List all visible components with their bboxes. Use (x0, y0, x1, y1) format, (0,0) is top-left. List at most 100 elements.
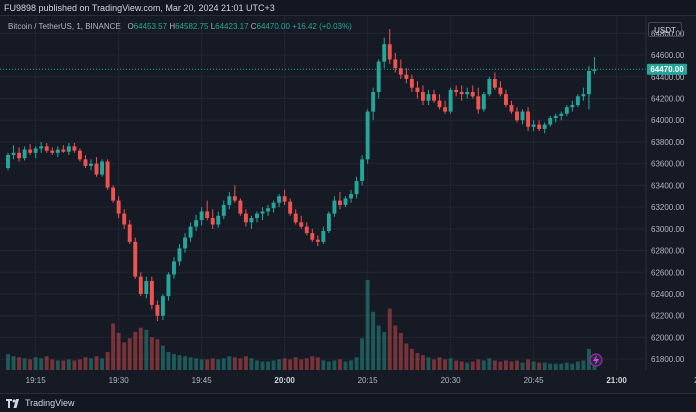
close-value: 64470.00 (256, 22, 290, 31)
volume-bar (542, 362, 547, 370)
close-label: C (250, 22, 257, 31)
candle-body (465, 92, 470, 95)
volume-bar (188, 357, 193, 370)
y-tick-label: 62200.00 (651, 312, 685, 321)
candle-body (39, 146, 44, 149)
y-tick-label: 64800.00 (651, 29, 685, 38)
candle-body (282, 196, 287, 202)
volume-bar (199, 359, 204, 370)
y-tick-label: 64600.00 (651, 51, 685, 60)
volume-bar (420, 355, 425, 370)
volume-bar (326, 361, 331, 370)
candle-body (420, 92, 425, 101)
candle-body (199, 211, 204, 221)
y-tick-label: 63000.00 (651, 225, 685, 234)
volume-bar (194, 358, 199, 370)
candle-body (105, 161, 110, 188)
volume-bar (581, 360, 586, 370)
candle-body (243, 213, 248, 223)
candle-body (172, 261, 176, 275)
candle-body (332, 200, 337, 214)
candle-body (94, 163, 99, 175)
candle-body (266, 208, 270, 212)
price-chart[interactable]: 64800.00 64600.00 64400.00 64200.00 64000.00… (0, 0, 696, 393)
candle-body (271, 202, 276, 209)
volume-bar (144, 329, 149, 370)
volume-bar (360, 338, 365, 370)
volume-bar (404, 343, 409, 370)
currency-button[interactable]: USDT (648, 22, 682, 37)
candle-body (55, 149, 60, 153)
volume-bar (509, 361, 514, 370)
volume-bar (160, 345, 165, 370)
candle-body (232, 196, 237, 201)
volume-bar (83, 357, 88, 370)
volume-bar (249, 358, 254, 370)
volume-bar (22, 358, 27, 370)
candle-body (360, 159, 365, 182)
volume-bar (393, 325, 398, 370)
candle-body (177, 248, 182, 262)
volume-bar (116, 332, 121, 370)
last-price-tag: 64470.00 (647, 63, 687, 75)
candle-body (44, 146, 49, 151)
volume-bar (100, 358, 105, 370)
candle-body (570, 105, 575, 108)
footer-brand: TradingView (25, 398, 75, 408)
candle-body (443, 107, 448, 112)
volume-bar (72, 360, 77, 370)
tradingview-logo-icon (6, 399, 19, 409)
x-tick-label: 19:15 (26, 376, 47, 385)
volume-bars (6, 280, 597, 370)
volume-bar (28, 359, 33, 370)
candle-body (50, 150, 55, 153)
candle-body (503, 94, 508, 106)
volume-bar (553, 363, 558, 370)
candle-body (382, 44, 387, 62)
volume-bar (55, 360, 60, 370)
alert-bolt-icon[interactable] (589, 353, 603, 367)
x-tick-label: 20:30 (441, 376, 462, 385)
candle-body (144, 280, 149, 294)
volume-bar (465, 362, 470, 370)
volume-bar (111, 323, 116, 370)
y-tick-label: 62400.00 (651, 290, 685, 299)
candle-body (6, 154, 10, 169)
volume-bar (127, 338, 132, 370)
volume-bar (77, 359, 82, 370)
volume-bar (537, 362, 542, 370)
candle-body (338, 200, 342, 205)
volume-bar (39, 358, 44, 370)
candle-body (548, 118, 553, 125)
footer-bar: TradingView (0, 393, 696, 411)
x-tick-label: 20:00 (274, 376, 295, 385)
x-tick-label: 21:00 (606, 376, 627, 385)
candle-body (393, 59, 398, 69)
candle-body (586, 70, 591, 95)
volume-bar (559, 363, 564, 370)
volume-bar (315, 357, 320, 370)
candle-body (349, 194, 353, 199)
candle-body (531, 124, 536, 127)
volume-bar (105, 352, 110, 370)
volume-bar (548, 363, 553, 370)
volume-bar (332, 360, 337, 370)
candle-body (470, 92, 475, 97)
price-axis[interactable]: 64800.00 64600.00 64400.00 64200.00 64000.00… (651, 29, 685, 364)
candle-body (448, 89, 453, 112)
volume-bar (487, 358, 492, 370)
candle-body (133, 241, 138, 277)
volume-bar (11, 356, 16, 370)
candle-body (255, 213, 259, 218)
candle-body (409, 78, 414, 88)
time-axis[interactable]: 19:15 19:30 19:45 20:00 20:15 20:30 20:45 21:00… (26, 376, 696, 385)
candle-body (542, 124, 547, 129)
candle-body (398, 68, 403, 75)
symbol-name: Bitcoin / TetherUS, 1, BINANCE (8, 22, 121, 31)
volume-bar (437, 357, 442, 370)
candle-body (277, 196, 282, 203)
volume-bar (349, 360, 353, 370)
candle-body (476, 96, 481, 110)
y-tick-label: 62800.00 (651, 247, 685, 256)
volume-bar (343, 361, 348, 370)
